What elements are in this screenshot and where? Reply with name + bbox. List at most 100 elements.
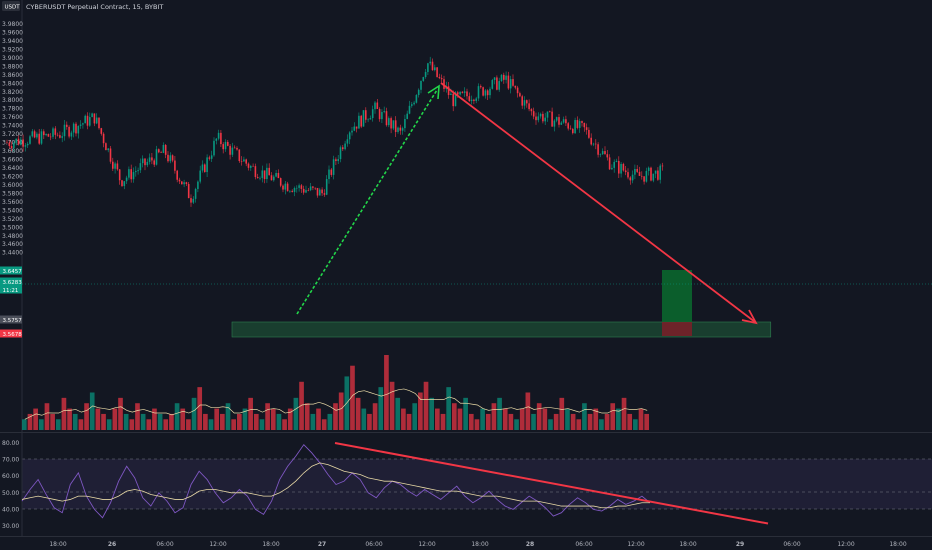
candle-body	[411, 104, 413, 106]
candle-body	[259, 177, 261, 179]
volume-bar	[72, 413, 78, 430]
candle-body	[15, 138, 17, 143]
volume-bar	[225, 403, 231, 430]
price-tick-label: 3.9600	[2, 29, 23, 36]
candle-body	[197, 181, 199, 189]
candle-body	[268, 167, 270, 176]
rsi-band	[22, 459, 932, 509]
candle-body	[26, 143, 29, 146]
candle-body	[482, 87, 484, 96]
volume-bar	[89, 392, 95, 430]
candle-body	[519, 93, 521, 97]
volume-bar	[570, 413, 576, 430]
volume-bar	[304, 403, 310, 430]
candle-body	[645, 170, 648, 182]
volume-bar	[440, 413, 446, 430]
time-scale[interactable]	[0, 536, 932, 550]
candle-body	[210, 155, 213, 159]
candle-body	[167, 154, 169, 162]
candle-body	[355, 126, 358, 129]
candle-body	[291, 190, 293, 192]
volume-bar	[627, 413, 633, 430]
descending-trendline	[440, 82, 756, 323]
volume-bar	[633, 419, 638, 430]
candle-body	[125, 177, 128, 182]
volume-bar	[338, 392, 344, 430]
volume-bar	[519, 408, 525, 430]
candle-body	[231, 147, 234, 155]
price-pane[interactable]	[22, 0, 932, 431]
price-tag	[0, 266, 22, 275]
candle-body	[558, 117, 560, 125]
price-tag	[0, 329, 22, 338]
candle-body	[657, 170, 659, 180]
candle-body	[144, 158, 146, 166]
currency-badge[interactable]	[2, 1, 20, 11]
price-tick-label: 3.4400	[2, 250, 23, 257]
volume-bar	[485, 413, 491, 430]
candle-body	[282, 185, 284, 190]
volume-bar	[61, 397, 67, 430]
candle-body	[404, 119, 406, 129]
volume-bar	[446, 387, 451, 430]
rsi-trendline	[334, 442, 769, 525]
candle-body	[555, 117, 558, 121]
volume-bar	[78, 419, 84, 430]
candle-body	[544, 117, 546, 122]
price-tick-label: 3.7000	[2, 140, 23, 147]
volume-bar	[236, 413, 242, 430]
candle-body	[135, 171, 137, 173]
candle-body	[360, 115, 362, 127]
volume-bar	[644, 413, 649, 430]
volume-bar	[497, 397, 502, 430]
candle-body	[535, 116, 537, 121]
price-tag-label: 3.5757	[3, 318, 23, 324]
candle-body	[615, 160, 618, 162]
candle-body	[8, 142, 11, 147]
volume-bar	[604, 413, 610, 430]
candle-body	[151, 157, 153, 161]
candle-body	[307, 190, 310, 191]
volume-bar	[203, 413, 208, 430]
candle-body	[107, 148, 109, 151]
volume-bar	[270, 408, 276, 430]
price-scale[interactable]	[0, 0, 22, 432]
price-tag	[0, 285, 22, 294]
volume-bar	[316, 408, 321, 430]
price-tick-label: 3.9800	[2, 21, 23, 28]
volume-bar	[22, 419, 27, 430]
candle-body	[565, 119, 567, 124]
volume-bar	[242, 408, 248, 430]
rsi-pane[interactable]	[22, 434, 932, 536]
rsi-tick-label: 60.00	[2, 473, 19, 480]
candle-body	[546, 111, 549, 118]
symbol-title[interactable]: CYBERUSDT Perpetual Contract, 15, BYBIT	[26, 3, 163, 11]
candle-body	[512, 79, 514, 86]
candle-body	[220, 132, 222, 145]
candle-body	[312, 186, 314, 188]
volume-ma-line	[24, 388, 648, 420]
candle-body	[420, 80, 422, 90]
candle-body	[335, 159, 337, 162]
candle-body	[530, 109, 533, 112]
candle-body	[505, 75, 507, 80]
candle-body	[542, 113, 544, 122]
volume-bar	[310, 413, 316, 430]
candle-body	[634, 168, 636, 175]
candle-body	[153, 160, 155, 165]
candle-body	[613, 161, 615, 168]
candle-body	[567, 123, 569, 129]
candle-body	[466, 91, 468, 97]
volume-bar	[621, 397, 627, 430]
candle-body	[588, 129, 590, 138]
price-tick-label: 3.7200	[2, 131, 23, 138]
candle-body	[578, 121, 581, 128]
volume-bar	[333, 403, 338, 430]
volume-bar	[480, 408, 485, 430]
volume-bar	[378, 387, 384, 430]
volume-bar	[299, 381, 304, 430]
candle-body	[496, 77, 498, 90]
price-tag-label: 3.6457	[3, 269, 23, 275]
candle-body	[401, 128, 404, 131]
